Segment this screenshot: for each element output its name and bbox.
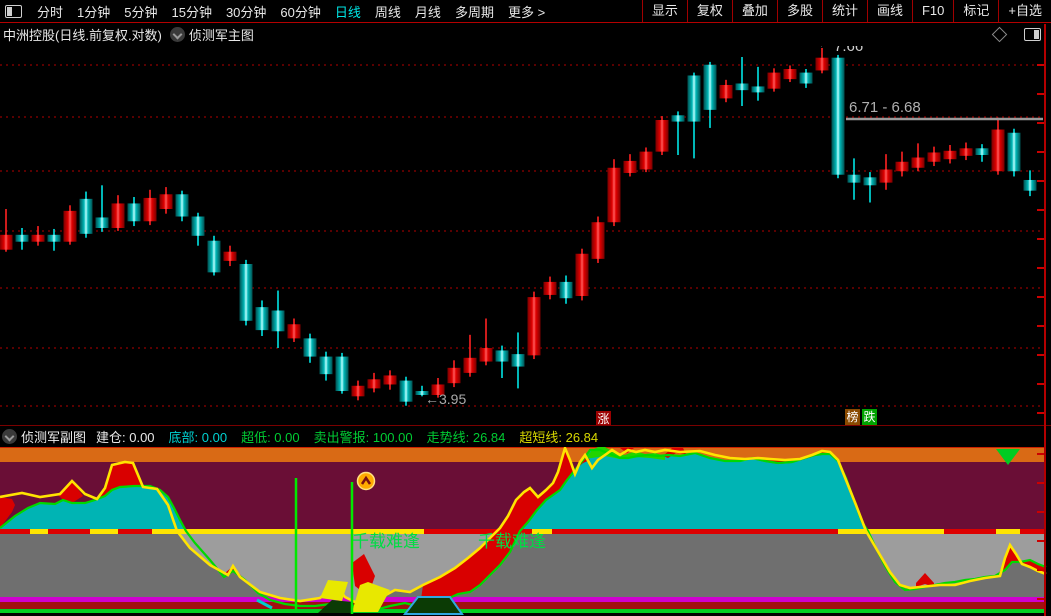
main-candlestick-chart[interactable]: 7.666.71 - 6.68←3.95 — [0, 24, 1051, 425]
period-item-日线[interactable]: 日线 — [334, 4, 361, 20]
svg-text:←3.95: ←3.95 — [425, 391, 466, 407]
period-item-60分钟[interactable]: 60分钟 — [280, 4, 321, 20]
period-item-周线[interactable]: 周线 — [374, 4, 401, 20]
period-item-更多 >[interactable]: 更多 > — [507, 4, 546, 20]
sub-indicator-title: 侦测军副图 — [21, 430, 87, 445]
indicator-values: 建仓: 0.00 底部: 0.00 超低: 0.00 卖出警报: 100.00 走势线:… — [96, 427, 612, 446]
sub-indicator-header: 侦测军副图 建仓: 0.00 底部: 0.00 超低: 0.00 卖出警报: 100.… — [0, 425, 1051, 447]
toolbar-button-标记[interactable]: 标记 — [953, 0, 998, 22]
main-indicator-label: 侦测军主图 — [188, 28, 254, 43]
chart-badge-涨: 涨 — [596, 411, 611, 427]
indicator-value-卖出警报: 卖出警报: 100.00 — [313, 430, 413, 445]
chart-badge-跌: 跌 — [862, 409, 877, 425]
sub-indicator-chart[interactable]: 千载难逢 千载难逢 — [0, 446, 1051, 616]
window-layout-icon[interactable] — [5, 4, 22, 18]
svg-text:6.71 - 6.68: 6.71 - 6.68 — [849, 99, 921, 116]
toolbar-button-复权[interactable]: 复权 — [686, 0, 732, 22]
period-item-分时[interactable]: 分时 — [37, 4, 64, 20]
indicator-value-走势线: 走势线: 26.84 — [426, 430, 506, 445]
title-bar: 中洲控股(日线.前复权.对数) 侦测军主图 — [0, 23, 1051, 46]
toolbar-button-叠加[interactable]: 叠加 — [731, 0, 777, 22]
period-item-5分钟[interactable]: 5分钟 — [124, 4, 158, 20]
symbol-title: 中洲控股(日线.前复权.对数) — [3, 28, 162, 43]
chart-badge-榜: 榜 — [845, 409, 860, 425]
signal-label: 千载难逢 — [478, 532, 546, 551]
collapse-chevron-icon[interactable] — [2, 429, 17, 444]
toolbar-button-统计[interactable]: 统计 — [821, 0, 867, 22]
indicator-value-超短线: 超短线: 26.84 — [519, 430, 599, 445]
toolbar-button-F10[interactable]: F10 — [911, 0, 953, 22]
toolbar-button-多股[interactable]: 多股 — [776, 0, 822, 22]
period-item-30分钟[interactable]: 30分钟 — [225, 4, 267, 20]
split-window-icon[interactable] — [1024, 28, 1041, 41]
period-item-1分钟[interactable]: 1分钟 — [77, 4, 111, 20]
collapse-chevron-icon[interactable] — [169, 27, 185, 42]
toolbar-button-+自选[interactable]: +自选 — [998, 0, 1051, 22]
toolbar: 分时 1分钟 5分钟 15分钟 30分钟 60分钟 日线 周线 月线 多周期 更多 > 显示 复权 叠加… — [0, 0, 1051, 23]
period-item-15分钟[interactable]: 15分钟 — [171, 4, 212, 20]
toolbar-right-menu: 显示 复权 叠加 多股 统计 画线 F10 标记 +自选 — [641, 0, 1051, 22]
right-axis-border[interactable] — [1044, 24, 1046, 616]
indicator-value-超低: 超低: 0.00 — [241, 430, 300, 445]
toolbar-button-画线[interactable]: 画线 — [866, 0, 912, 22]
period-item-多周期[interactable]: 多周期 — [454, 4, 494, 20]
period-item-月线[interactable]: 月线 — [414, 4, 441, 20]
diamond-icon[interactable] — [991, 26, 1008, 43]
period-menu: 分时 1分钟 5分钟 15分钟 30分钟 60分钟 日线 周线 月线 多周期 更多 > — [30, 2, 552, 21]
signal-label: 千载难逢 — [352, 532, 420, 551]
indicator-value-建仓: 建仓: 0.00 — [96, 430, 155, 445]
toolbar-button-显示[interactable]: 显示 — [641, 0, 687, 22]
indicator-value-底部: 底部: 0.00 — [168, 430, 228, 445]
